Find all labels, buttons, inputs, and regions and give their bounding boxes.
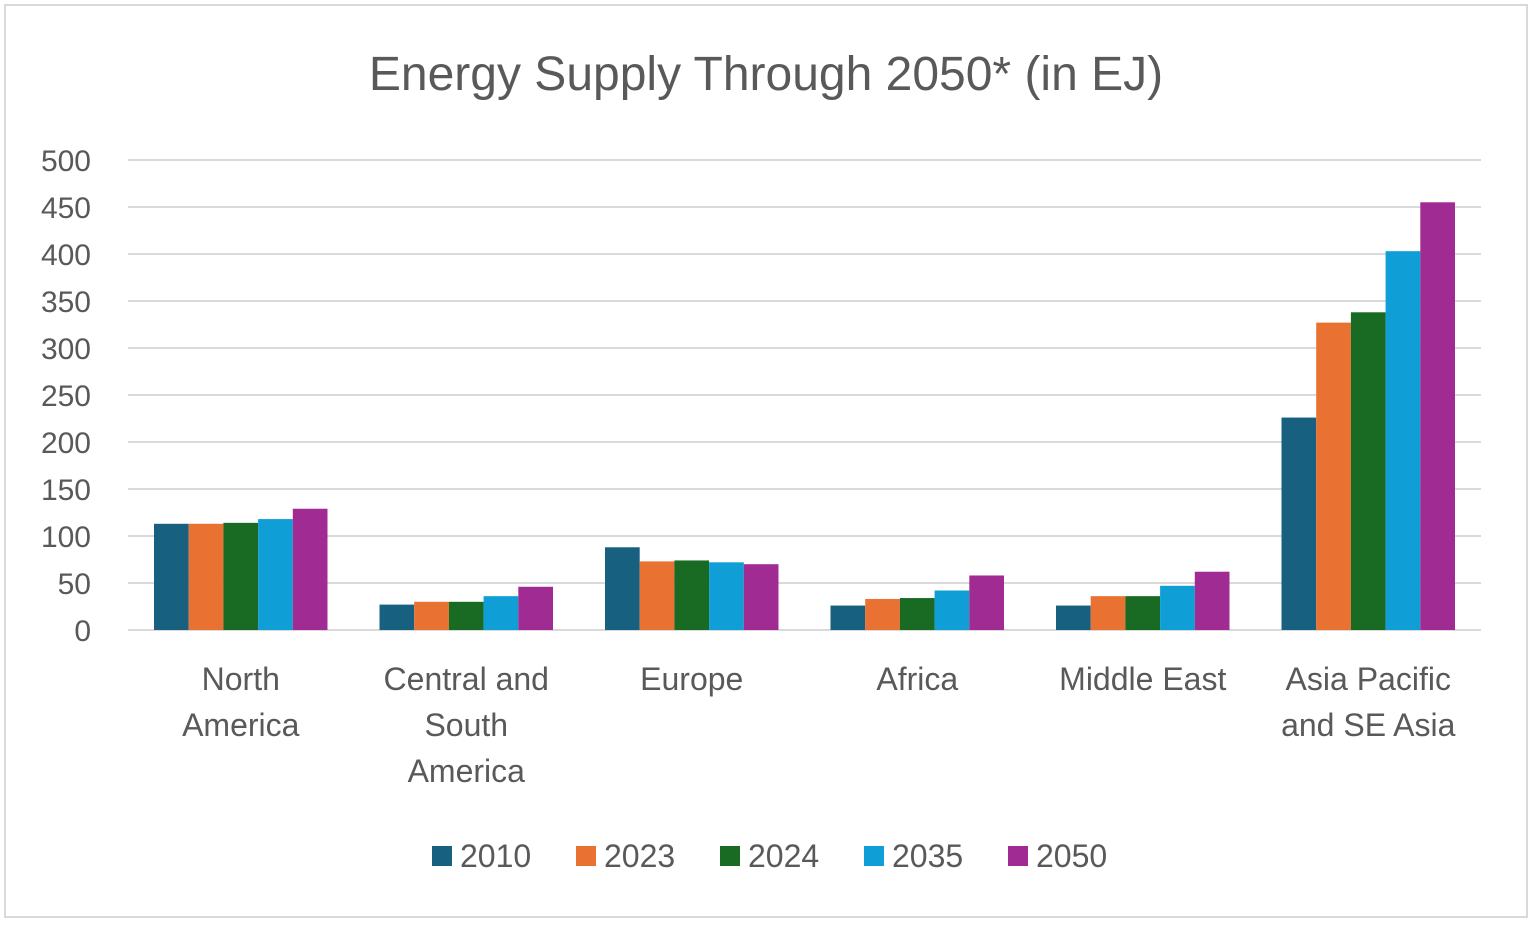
y-tick-label: 350 bbox=[41, 286, 91, 319]
legend-label-2023: 2023 bbox=[604, 838, 675, 874]
y-tick-label: 150 bbox=[41, 474, 91, 507]
x-category-label: Central and bbox=[384, 661, 549, 697]
y-tick-label: 250 bbox=[41, 380, 91, 413]
bar-2050 bbox=[292, 508, 328, 630]
y-tick-label: 50 bbox=[58, 568, 91, 601]
chart-frame bbox=[4, 4, 1528, 918]
legend-swatch-2010 bbox=[432, 846, 452, 866]
x-category-label: America bbox=[408, 753, 526, 789]
legend-swatch-2023 bbox=[576, 846, 596, 866]
x-axis-categories: North America Central and South America Europ… bbox=[182, 661, 1456, 789]
bar-2050 bbox=[1194, 571, 1230, 630]
bar-2050 bbox=[518, 586, 553, 630]
y-tick-label: 100 bbox=[41, 521, 91, 554]
y-tick-label: 400 bbox=[41, 239, 91, 272]
chart-title: Energy Supply Through 2050* (in EJ) bbox=[369, 48, 1163, 101]
y-tick-label: 500 bbox=[41, 145, 91, 178]
bar-2023 bbox=[188, 523, 224, 630]
legend-swatch-2050 bbox=[1008, 846, 1028, 866]
y-tick-label: 450 bbox=[41, 192, 91, 225]
bar-2010 bbox=[605, 547, 640, 630]
x-category-label: Asia Pacific bbox=[1286, 661, 1451, 697]
bar-2035 bbox=[709, 562, 744, 630]
bar-2050 bbox=[743, 564, 779, 630]
legend-label-2050: 2050 bbox=[1036, 838, 1107, 874]
bar-2035 bbox=[1160, 585, 1195, 630]
bar-2023 bbox=[865, 598, 900, 630]
bar-2023 bbox=[1316, 322, 1351, 630]
bar-2023 bbox=[1090, 596, 1126, 630]
bar-2010 bbox=[154, 523, 189, 630]
bar-2023 bbox=[639, 561, 675, 630]
bar-2024 bbox=[1125, 596, 1161, 630]
bar-2010 bbox=[1056, 605, 1091, 630]
x-category-label: Europe bbox=[640, 661, 743, 697]
x-category-label: Africa bbox=[876, 661, 958, 697]
bar-2050 bbox=[1420, 202, 1455, 631]
x-category-label: Middle East bbox=[1059, 661, 1226, 697]
bar-2050 bbox=[969, 575, 1004, 630]
y-tick-label: 300 bbox=[41, 333, 91, 366]
bars bbox=[154, 202, 1455, 631]
legend-label-2010: 2010 bbox=[460, 838, 531, 874]
legend: 2010 2023 2024 2035 2050 bbox=[432, 838, 1107, 874]
bar-2023 bbox=[414, 601, 449, 630]
bar-2024 bbox=[674, 560, 710, 630]
x-category-label: North bbox=[202, 661, 280, 697]
bar-2024 bbox=[448, 601, 484, 630]
bar-2035 bbox=[483, 596, 519, 630]
bar-2010 bbox=[1281, 417, 1317, 630]
bar-2024 bbox=[223, 522, 259, 630]
bar-2010 bbox=[830, 605, 866, 630]
x-category-label: and SE Asia bbox=[1281, 707, 1456, 743]
x-category-label: South bbox=[424, 707, 508, 743]
legend-label-2035: 2035 bbox=[892, 838, 963, 874]
y-tick-label: 0 bbox=[74, 615, 91, 648]
bar-2010 bbox=[379, 604, 415, 630]
bar-2024 bbox=[899, 598, 935, 630]
bar-2035 bbox=[934, 590, 970, 630]
bar-2035 bbox=[258, 519, 293, 630]
gridlines bbox=[128, 159, 1481, 631]
bar-2024 bbox=[1350, 312, 1386, 630]
y-tick-label: 200 bbox=[41, 427, 91, 460]
bar-2035 bbox=[1385, 251, 1421, 630]
legend-swatch-2024 bbox=[720, 846, 740, 866]
legend-swatch-2035 bbox=[864, 846, 884, 866]
y-axis-ticks: 0 50 100 150 200 250 300 350 400 450 500 bbox=[41, 145, 91, 648]
legend-label-2024: 2024 bbox=[748, 838, 819, 874]
x-category-label: America bbox=[182, 707, 300, 743]
